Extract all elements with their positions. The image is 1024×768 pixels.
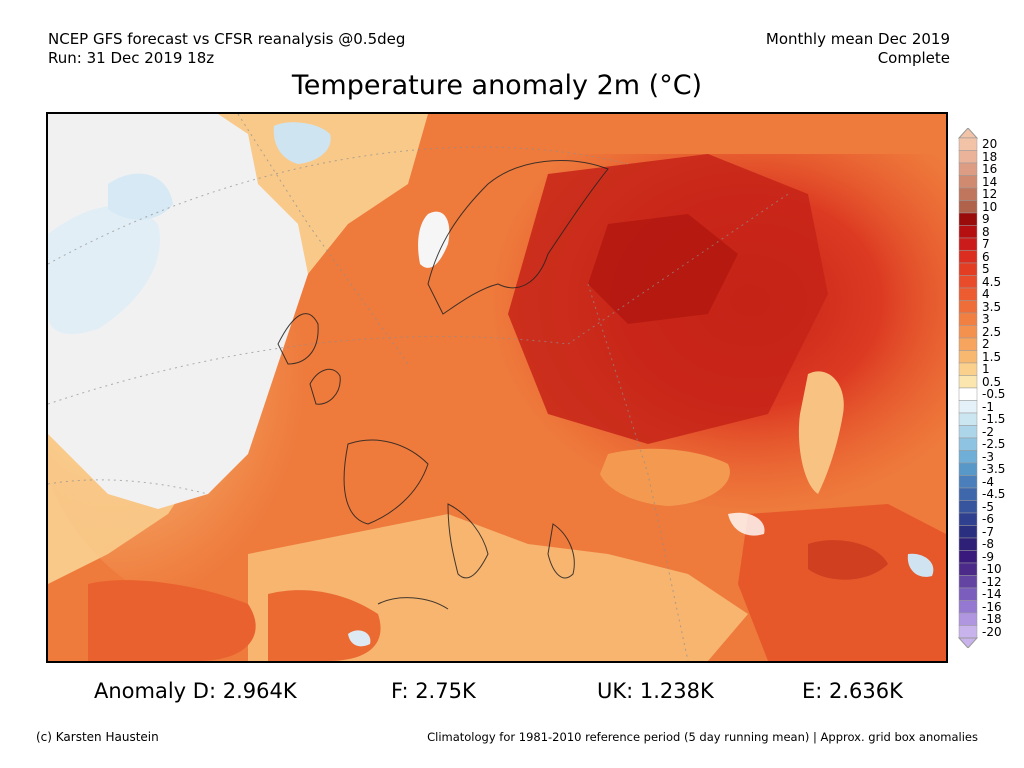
colorbar-label: 7 [982, 237, 990, 252]
colorbar-swatch [958, 187, 978, 201]
colorbar-swatch [958, 512, 978, 526]
colorbar-label: -3.5 [982, 462, 1006, 477]
colorbar-swatch [958, 462, 978, 476]
colorbar-swatch [958, 587, 978, 601]
anomaly-d-value: Anomaly D: 2.964K [94, 679, 297, 703]
colorbar-top-arrow [958, 128, 978, 139]
colorbar-swatch [958, 400, 978, 414]
climatology-note: Climatology for 1981-2010 reference peri… [427, 730, 978, 744]
colorbar [958, 128, 978, 648]
colorbar-swatch [958, 387, 978, 401]
colorbar-swatch [958, 550, 978, 564]
colorbar-swatch [958, 175, 978, 189]
header-right: Monthly mean Dec 2019 Complete [766, 30, 950, 68]
colorbar-label: 6 [982, 249, 990, 264]
credit-text: (c) Karsten Haustein [36, 730, 159, 744]
anomaly-f-value: F: 2.75K [391, 679, 476, 703]
colorbar-swatch [958, 412, 978, 426]
colorbar-swatch [958, 275, 978, 289]
colorbar-label: -2 [982, 424, 994, 439]
colorbar-label: 12 [982, 187, 998, 202]
colorbar-label: 2.5 [982, 324, 1002, 339]
colorbar-swatch [958, 612, 978, 626]
colorbar-swatch [958, 625, 978, 639]
colorbar-labels: 20 18 16 14 12 10 9 8 7 6 5 4.5 4 3.5 3 2.5 2 1.5 1 0.5 -0.5… [982, 128, 1024, 648]
colorbar-label: -4.5 [982, 487, 1006, 502]
colorbar-label: -4 [982, 474, 994, 489]
colorbar-swatch [958, 450, 978, 464]
colorbar-swatch [958, 500, 978, 514]
header-left: NCEP GFS forecast vs CFSR reanalysis @0.… [48, 30, 405, 68]
map-title: Temperature anomaly 2m (°C) [291, 70, 703, 101]
colorbar-swatch [958, 537, 978, 551]
colorbar-label: -7 [982, 524, 994, 539]
colorbar-label: 8 [982, 224, 990, 239]
run-time: Run: 31 Dec 2019 18z [48, 49, 215, 67]
colorbar-label: -16 [982, 599, 1002, 614]
colorbar-label: 9 [982, 212, 990, 227]
colorbar-swatch [958, 600, 978, 614]
colorbar-swatch [958, 150, 978, 164]
colorbar-swatch [958, 487, 978, 501]
colorbar-label: -18 [982, 612, 1002, 627]
colorbar-label: -8 [982, 537, 994, 552]
colorbar-label: -20 [982, 624, 1002, 639]
colorbar-swatch [958, 362, 978, 376]
period-label: Monthly mean Dec 2019 [765, 30, 950, 48]
colorbar-swatch [958, 237, 978, 251]
colorbar-swatch [958, 250, 978, 264]
colorbar-label: -10 [982, 562, 1002, 577]
colorbar-swatch [958, 437, 978, 451]
colorbar-swatch [958, 562, 978, 576]
colorbar-swatch [958, 225, 978, 239]
anomaly-map [46, 112, 948, 663]
colorbar-swatch [958, 325, 978, 339]
colorbar-swatch [958, 375, 978, 389]
colorbar-swatch [958, 525, 978, 539]
colorbar-label: -2.5 [982, 437, 1006, 452]
colorbar-swatch [958, 425, 978, 439]
colorbar-label: 4 [982, 287, 990, 302]
status-label: Complete [877, 49, 950, 67]
colorbar-label: -5 [982, 499, 994, 514]
colorbar-label: 3.5 [982, 299, 1002, 314]
colorbar-label: -3 [982, 449, 994, 464]
colorbar-swatch [958, 475, 978, 489]
colorbar-label: -0.5 [982, 387, 1006, 402]
colorbar-swatch [958, 575, 978, 589]
colorbar-label: 10 [982, 199, 998, 214]
colorbar-label: -9 [982, 549, 994, 564]
colorbar-label: 18 [982, 149, 998, 164]
colorbar-bottom-arrow [958, 637, 978, 648]
anomaly-e-value: E: 2.636K [802, 679, 903, 703]
colorbar-swatch [958, 350, 978, 364]
colorbar-label: 0.5 [982, 374, 1002, 389]
colorbar-swatch [958, 312, 978, 326]
colorbar-swatch [958, 287, 978, 301]
colorbar-label: 1 [982, 362, 990, 377]
colorbar-label: 5 [982, 262, 990, 277]
anomaly-uk-value: UK: 1.238K [597, 679, 714, 703]
colorbar-label: 20 [982, 137, 998, 152]
colorbar-label: -14 [982, 587, 1002, 602]
anomaly-map-image [48, 114, 946, 661]
colorbar-label: 14 [982, 174, 998, 189]
colorbar-label: 4.5 [982, 274, 1002, 289]
colorbar-swatch [958, 337, 978, 351]
colorbar-label: -1 [982, 399, 994, 414]
colorbar-swatch [958, 200, 978, 214]
colorbar-swatch [958, 162, 978, 176]
colorbar-swatch [958, 212, 978, 226]
colorbar-label: 1.5 [982, 349, 1002, 364]
colorbar-label: -12 [982, 574, 1002, 589]
colorbar-label: -1.5 [982, 412, 1006, 427]
colorbar-label: 2 [982, 337, 990, 352]
colorbar-label: -6 [982, 512, 994, 527]
colorbar-swatch [958, 137, 978, 151]
colorbar-label: 16 [982, 162, 998, 177]
colorbar-label: 3 [982, 312, 990, 327]
model-description: NCEP GFS forecast vs CFSR reanalysis @0.… [48, 30, 406, 48]
colorbar-swatch [958, 262, 978, 276]
colorbar-swatch [958, 300, 978, 314]
